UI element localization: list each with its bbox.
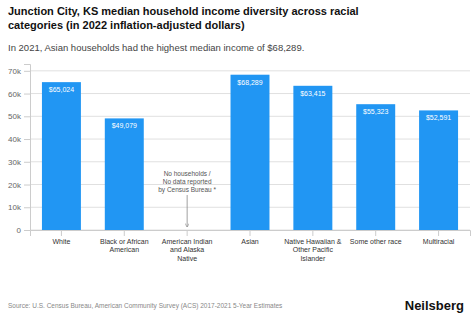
- x-tick: Some other race: [350, 230, 402, 245]
- annotation-line: by Census Bureau *: [158, 186, 216, 194]
- x-axis: White Black or AfricanAmerican American In…: [31, 230, 471, 262]
- data-labels: $65,024 $49,079 $68,289 $63,415 $55,323 $52,5…: [49, 79, 452, 130]
- bar: [419, 110, 458, 230]
- x-tick-mark: [187, 230, 188, 236]
- x-tick-label: Multiracial: [423, 238, 455, 245]
- y-tick-mark: [24, 94, 30, 95]
- x-tick-label-line: Black or African: [100, 238, 149, 245]
- x-tick: Native Hawaiian &Other Pacific Islander: [284, 230, 342, 262]
- bar: [356, 104, 395, 230]
- y-tick: 40k: [8, 135, 30, 144]
- annotation: No households /No data reportedby Census…: [158, 170, 216, 194]
- annotation-line: No data reported: [163, 178, 212, 186]
- data-label: $52,591: [426, 114, 451, 121]
- y-tick: 20k: [8, 181, 30, 190]
- y-tick-label: 0: [17, 226, 22, 235]
- x-tick: Asian: [241, 230, 259, 245]
- x-tick-label: Native Hawaiian &Other Pacific Islander: [284, 238, 342, 262]
- y-tick-mark: [24, 116, 30, 117]
- x-tick-label-line: Some other race: [350, 238, 402, 245]
- grid: [30, 71, 470, 230]
- y-tick: 30k: [8, 158, 30, 167]
- x-tick-label-line: Native Hawaiian &: [284, 238, 342, 245]
- x-tick-mark: [250, 230, 251, 236]
- x-tick-mark: [375, 230, 376, 236]
- y-tick-label: 20k: [8, 181, 22, 190]
- x-tick-label: Asian: [241, 238, 259, 245]
- x-tick-label-line: Native: [177, 255, 197, 262]
- y-tick-label: 40k: [8, 135, 22, 144]
- x-tick-label: Some other race: [350, 238, 402, 245]
- chart: Junction City, KS median household incom…: [0, 0, 474, 316]
- x-tick-label-line: White: [52, 238, 70, 245]
- bar: [231, 75, 270, 230]
- x-tick-label-line: and Alaska: [170, 246, 204, 253]
- y-tick-label: 30k: [8, 158, 22, 167]
- x-tick-mark: [124, 230, 125, 236]
- x-tick-mark: [312, 230, 313, 236]
- title: Junction City, KS median household incom…: [8, 5, 359, 31]
- y-tick-mark: [24, 185, 30, 186]
- y-axis: 0 10k 20k 30k 40k 50k 60k 70k: [8, 65, 30, 236]
- x-tick: Multiracial: [423, 230, 455, 245]
- x-tick-label-line: Islander: [300, 255, 326, 262]
- x-tick-label: Black or AfricanAmerican: [100, 238, 149, 253]
- y-tick: 60k: [8, 90, 30, 99]
- x-tick: White: [52, 230, 70, 245]
- x-tick-label-line: American Indian: [162, 238, 213, 245]
- y-tick: 10k: [8, 203, 30, 212]
- data-label: $65,024: [49, 86, 74, 93]
- y-tick-label: 60k: [8, 90, 22, 99]
- x-tick-label: White: [52, 238, 70, 245]
- x-tick-mark: [61, 230, 62, 236]
- y-tick-mark: [24, 71, 30, 72]
- y-tick-label: 50k: [8, 112, 22, 121]
- y-tick-mark: [24, 162, 30, 163]
- bar: [168, 230, 207, 231]
- bar: [42, 82, 81, 230]
- data-label: $49,079: [112, 122, 137, 129]
- annotation-line: No households /: [164, 170, 211, 177]
- y-tick: 0: [17, 226, 30, 235]
- plot: 0 10k 20k 30k 40k 50k 60k 70k White Black or Afri…: [8, 65, 470, 262]
- y-tick-mark: [24, 139, 30, 140]
- x-axis-line: [31, 231, 471, 237]
- data-label: $63,415: [300, 90, 325, 97]
- y-tick-label: 10k: [8, 203, 22, 212]
- x-tick-label-line: Other Pacific: [293, 246, 334, 253]
- data-label: $68,289: [237, 79, 262, 86]
- bars: [42, 75, 458, 230]
- y-tick-label: 70k: [8, 67, 22, 76]
- title-line: Junction City, KS median household incom…: [8, 5, 359, 17]
- y-tick: 70k: [8, 67, 30, 76]
- x-tick-label-line: Asian: [241, 238, 259, 245]
- x-tick-mark: [438, 230, 439, 236]
- x-tick: American Indianand Alaska Native: [162, 230, 213, 262]
- data-label: $55,323: [363, 108, 388, 115]
- x-tick: Black or AfricanAmerican: [100, 230, 149, 253]
- bar: [105, 118, 144, 230]
- source: Source: U.S. Census Bureau, American Com…: [8, 302, 283, 310]
- annotation-arrow: [187, 195, 188, 227]
- y-axis-line: [24, 65, 31, 231]
- grid-line: [30, 70, 470, 71]
- brand: Neilsberg: [405, 298, 464, 313]
- y-tick-mark: [24, 207, 30, 208]
- bar: [293, 86, 332, 230]
- y-tick-mark: [24, 230, 30, 231]
- x-tick-label: American Indianand Alaska Native: [162, 238, 213, 262]
- y-tick: 50k: [8, 112, 30, 121]
- x-tick-label-line: American: [109, 246, 139, 253]
- subtitle: In 2021, Asian households had the highes…: [8, 42, 304, 53]
- title-line: categories (in 2022 inflation-adjusted d…: [8, 19, 245, 31]
- x-tick-label-line: Multiracial: [423, 238, 455, 245]
